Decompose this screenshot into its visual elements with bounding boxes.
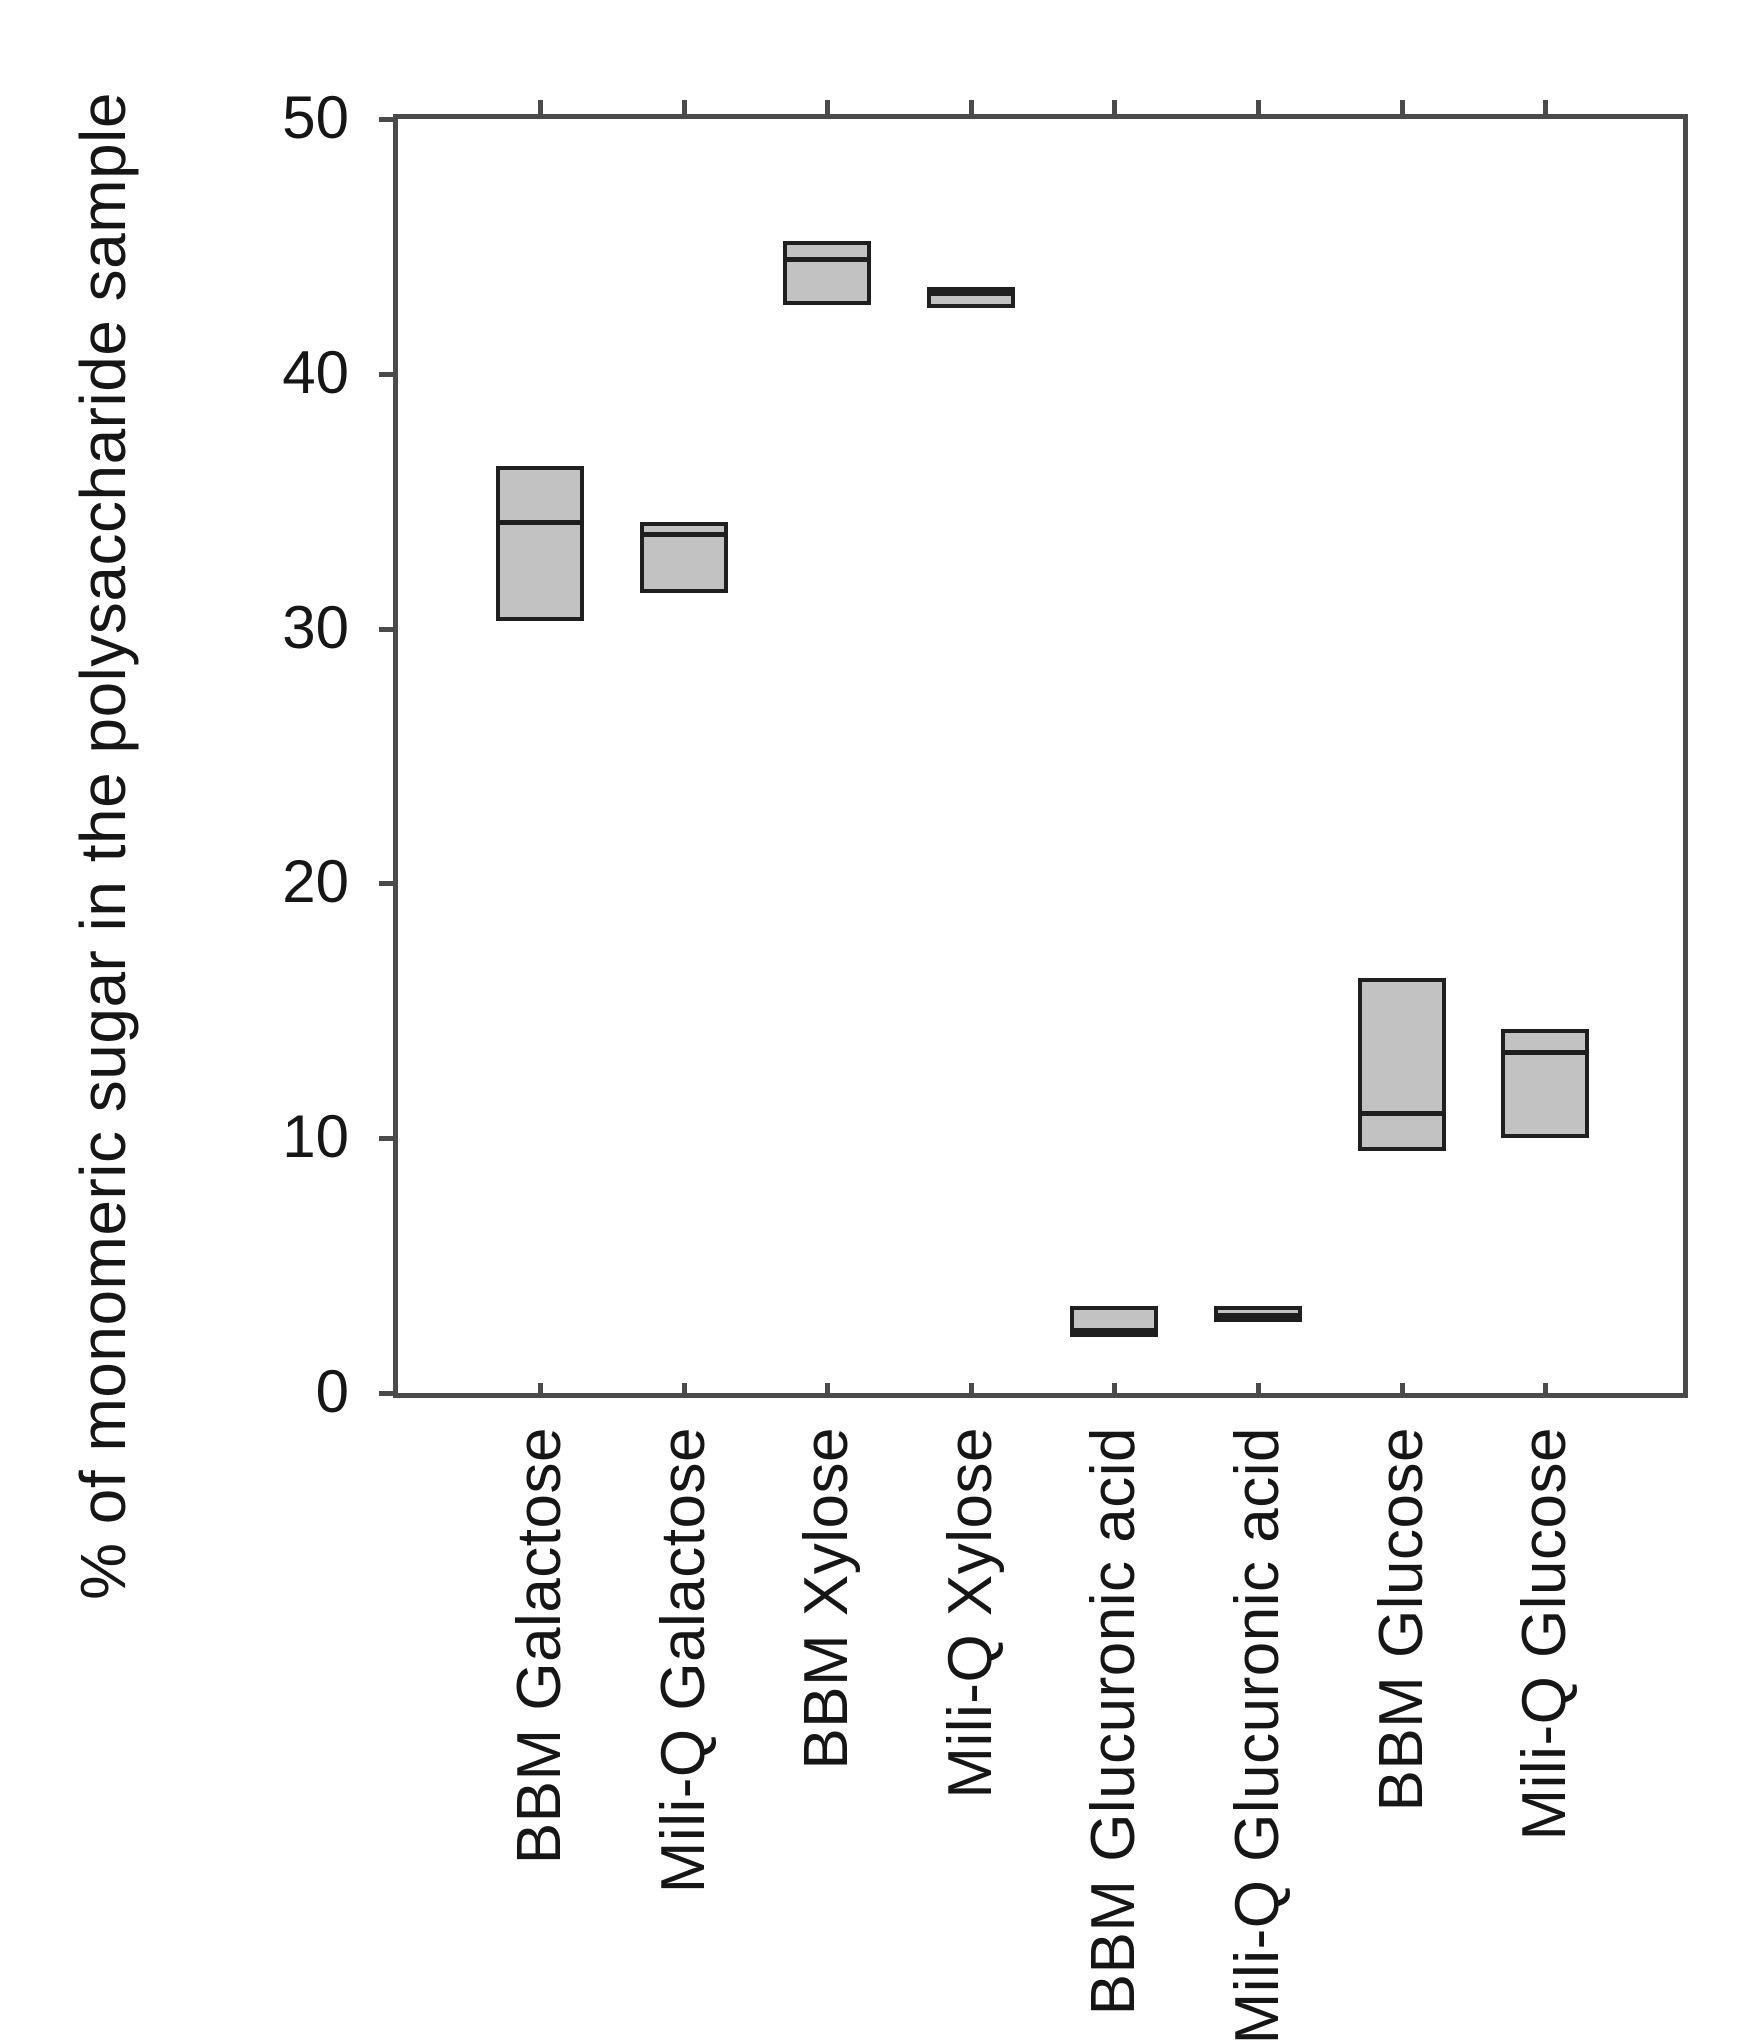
- category-tick-bottom: [968, 1383, 974, 1393]
- category-tick-bottom: [1543, 1383, 1549, 1393]
- median-line: [787, 257, 868, 263]
- box-bbm-glucuronic-acid: [1070, 1306, 1159, 1337]
- y-tick-mark: [379, 1136, 398, 1142]
- y-tick-mark: [379, 626, 398, 632]
- plot-area: BBM Galactose Mili-Q Galactose BBM Xylose M…: [393, 100, 1688, 2044]
- median-line: [1074, 1327, 1155, 1333]
- x-tick-label: Mili-Q Xylose: [935, 1427, 1005, 1799]
- category-tick-top: [1543, 100, 1549, 114]
- category-tick-bottom: [1256, 1383, 1261, 1393]
- median-line: [930, 291, 1011, 297]
- median-line: [643, 532, 724, 538]
- y-tick-mark: [379, 117, 398, 122]
- category-tick-top: [1256, 100, 1261, 114]
- category-tick-top: [825, 100, 831, 114]
- x-tick-label: BBM Galactose: [505, 1427, 574, 1865]
- category-tick-bottom: [1399, 1383, 1405, 1393]
- y-tick-label: 10: [282, 1103, 349, 1171]
- box-mili-q-xylose: [926, 287, 1015, 308]
- y-tick-label: 40: [282, 338, 349, 406]
- category-tick-top: [1399, 100, 1405, 114]
- category-tick-top: [681, 100, 687, 114]
- box-mili-q-glucuronic-acid: [1214, 1306, 1302, 1322]
- median-line: [1218, 1312, 1298, 1318]
- box-mili-q-glucose: [1501, 1028, 1590, 1139]
- category-tick-top: [968, 100, 974, 114]
- y-tick-label: 30: [282, 593, 349, 661]
- category-tick-bottom: [825, 1383, 831, 1393]
- y-tick-label: 50: [282, 84, 349, 151]
- category-tick-bottom: [681, 1383, 687, 1393]
- y-tick-mark: [379, 1391, 398, 1396]
- x-tick-label: Mili-Q Glucuronic acid: [1223, 1427, 1292, 2044]
- box-bbm-glucose: [1357, 977, 1446, 1151]
- box-bbm-galactose: [496, 465, 584, 621]
- category-tick-top: [538, 100, 543, 114]
- x-tick-label: BBM Glucuronic acid: [1079, 1427, 1149, 2016]
- category-tick-top: [1112, 100, 1118, 114]
- median-line: [500, 519, 580, 525]
- x-tick-label: Mili-Q Galactose: [648, 1427, 718, 1894]
- category-tick-bottom: [538, 1383, 543, 1393]
- box-bbm-xylose: [783, 241, 872, 305]
- x-tick-label: BBM Glucose: [1366, 1427, 1436, 1812]
- median-line: [1505, 1049, 1586, 1055]
- category-tick-bottom: [1112, 1383, 1118, 1393]
- y-tick-label: 0: [315, 1358, 349, 1425]
- box-mili-q-galactose: [639, 521, 728, 593]
- median-line: [1361, 1110, 1442, 1116]
- y-tick-mark: [379, 371, 398, 377]
- y-tick-label: 20: [282, 848, 349, 916]
- x-tick-label: BBM Xylose: [792, 1427, 862, 1770]
- y-tick-mark: [379, 881, 398, 887]
- x-tick-label: Mili-Q Glucose: [1510, 1427, 1580, 1841]
